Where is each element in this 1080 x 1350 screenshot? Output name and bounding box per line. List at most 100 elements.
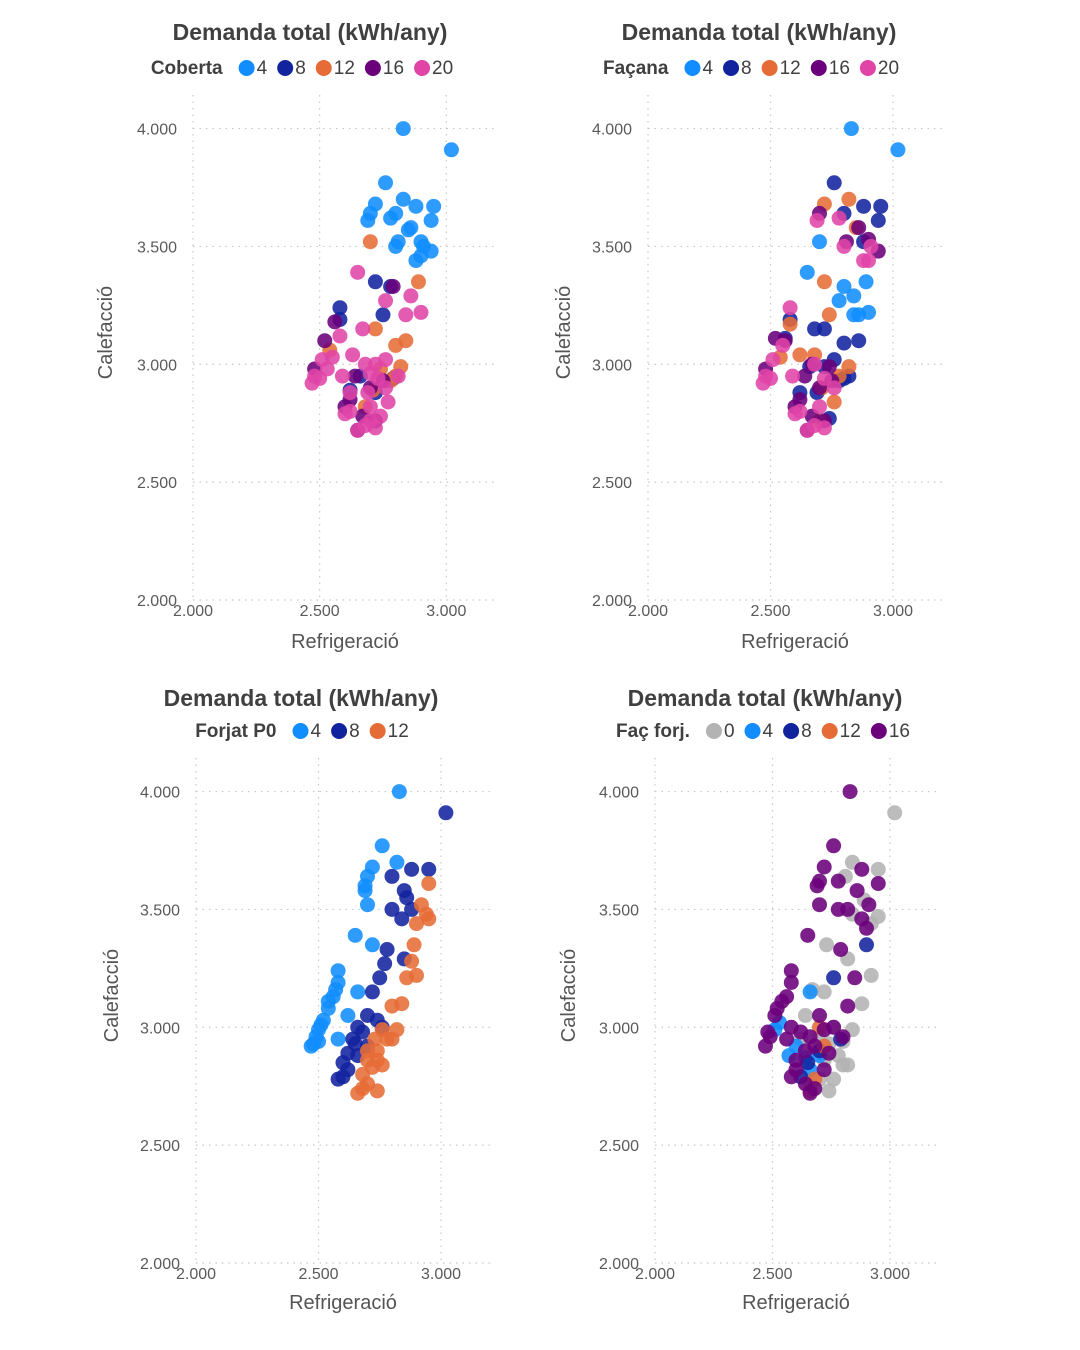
data-point	[782, 300, 798, 316]
data-point	[836, 238, 852, 254]
data-points	[757, 784, 903, 1101]
legend: Faç forj. 0 4 8 12 16	[616, 721, 910, 742]
y-tick-label: 2.500	[137, 475, 177, 492]
data-point	[347, 1036, 363, 1052]
data-point	[409, 967, 424, 983]
x-tick-label: 2.500	[300, 603, 340, 620]
legend-label: 12	[334, 58, 355, 79]
scatter-chart-svg: 2.000 2.500 3.000 3.500 4.000 2.000 2.500 3.000…	[101, 685, 490, 1314]
data-point	[367, 321, 383, 337]
data-point	[404, 953, 420, 969]
y-tick-label: 2.000	[599, 1256, 639, 1273]
y-tick-label: 3.000	[599, 1020, 639, 1037]
data-point	[836, 279, 852, 294]
data-point	[816, 1022, 832, 1038]
legend-label: 12	[780, 58, 801, 79]
data-point	[355, 321, 371, 337]
data-point	[383, 210, 399, 226]
data-point	[362, 234, 378, 250]
y-tick-label: 3.000	[137, 357, 177, 374]
y-tick-label: 2.500	[599, 1138, 639, 1155]
data-point	[311, 1033, 326, 1049]
data-point	[423, 213, 439, 228]
data-point	[826, 1071, 842, 1087]
data-point	[384, 1031, 400, 1047]
data-point	[816, 984, 832, 1000]
y-tick-label: 3.000	[592, 357, 632, 374]
chart-title: Demanda total (kWh/any)	[622, 19, 897, 45]
data-point	[816, 420, 832, 436]
series-20	[755, 210, 879, 438]
data-point	[830, 873, 846, 889]
data-point	[342, 403, 358, 419]
data-point	[379, 942, 395, 957]
data-point	[890, 142, 906, 158]
scatter-panel-coberta: 2.000 2.500 3.000 3.500 4.000 2.000 2.500 3.000…	[0, 0, 540, 675]
data-point	[782, 316, 798, 332]
data-point	[347, 927, 363, 943]
y-tick-label: 3.500	[592, 239, 632, 256]
legend-label: 8	[349, 721, 360, 742]
data-point	[384, 901, 400, 917]
legend-marker	[369, 723, 386, 739]
legend-marker	[723, 60, 740, 76]
data-point	[830, 901, 846, 917]
data-point	[334, 368, 350, 384]
y-tick-label: 4.000	[592, 122, 632, 139]
data-point	[859, 920, 874, 936]
data-point	[840, 998, 856, 1014]
data-point	[360, 213, 376, 228]
legend-marker	[292, 723, 309, 739]
data-point	[332, 328, 348, 344]
data-point	[378, 293, 394, 309]
data-point	[362, 399, 378, 415]
data-point	[765, 352, 781, 368]
x-tick-label: 2.500	[750, 603, 790, 620]
x-tick-label: 2.000	[173, 603, 213, 620]
series-4	[303, 784, 407, 1054]
data-point	[330, 1071, 346, 1087]
data-point	[826, 838, 842, 854]
data-point	[799, 422, 815, 438]
legend-marker	[277, 60, 294, 76]
y-tick-label: 4.000	[137, 122, 177, 139]
data-point	[797, 368, 813, 384]
data-point	[841, 359, 857, 375]
data-point	[758, 368, 774, 384]
legend-label: 8	[295, 58, 306, 79]
legend-marker	[684, 60, 701, 76]
gridlines	[654, 758, 937, 1264]
data-point	[395, 191, 411, 207]
data-point	[863, 967, 879, 983]
data-point	[861, 897, 877, 913]
data-point	[821, 1045, 837, 1061]
data-point	[345, 347, 361, 363]
data-point	[403, 288, 419, 304]
data-point	[426, 198, 442, 214]
series-20	[304, 264, 429, 438]
x-tick-label: 2.000	[176, 1266, 216, 1283]
data-point	[819, 937, 835, 953]
scatter-chart-svg: 2.000 2.500 3.000 3.500 4.000 2.000 2.500 3.000…	[558, 685, 937, 1314]
data-point	[767, 1008, 783, 1023]
legend-marker	[238, 60, 255, 76]
x-axis-label: Refrigeració	[741, 631, 849, 653]
legend-marker	[744, 723, 761, 739]
data-point	[404, 861, 420, 877]
series-4	[360, 121, 459, 269]
legend-label: 4	[311, 721, 322, 742]
data-point	[378, 175, 394, 191]
data-point	[342, 385, 358, 401]
legend-marker	[364, 60, 381, 76]
scatter-panel-forjat-p0: 2.000 2.500 3.000 3.500 4.000 2.000 2.500 3.000…	[0, 675, 540, 1350]
x-tick-label: 3.000	[873, 603, 913, 620]
data-point	[391, 784, 407, 800]
data-points	[755, 121, 906, 438]
data-point	[854, 861, 870, 877]
scatter-panel-fac-forj: 2.000 2.500 3.000 3.500 4.000 2.000 2.500 3.000…	[540, 675, 1080, 1350]
legend-marker	[810, 60, 827, 76]
data-point	[851, 220, 867, 236]
legend-label: 8	[801, 721, 812, 742]
legend-label: 0	[724, 721, 735, 742]
scatter-chart-svg: 2.000 2.500 3.000 3.500 4.000 2.000 2.500 3.000…	[95, 19, 497, 653]
